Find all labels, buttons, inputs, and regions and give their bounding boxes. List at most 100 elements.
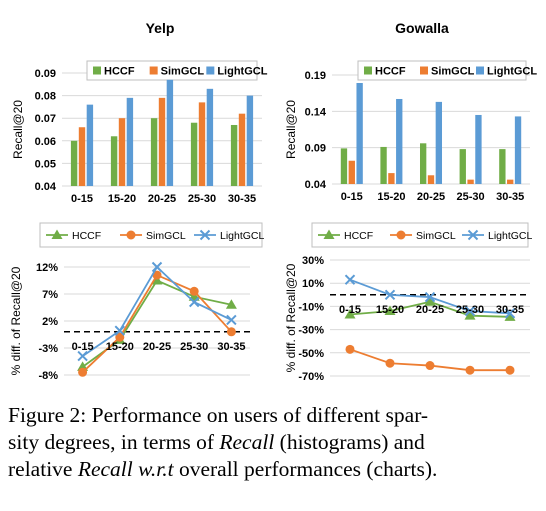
- legend-swatch: [93, 66, 101, 75]
- y-tick-label: 0.08: [35, 91, 56, 103]
- figure: Yelp 0.04 0.05 0.06 0.07 0.08 0.09 Recall@20 HCC…: [9, 20, 537, 383]
- point-SimGCL-20-25: [425, 361, 435, 371]
- x-tick-label: 15-20: [106, 341, 134, 353]
- point-HCCF-30-35: [225, 299, 237, 309]
- bar-HCCF-25-30: [459, 149, 466, 184]
- legend-marker: [126, 230, 136, 240]
- point-LightGCL-0-15: [344, 274, 356, 285]
- bar-LightGCL-25-30: [475, 114, 482, 184]
- bar-HCCF-0-15: [340, 148, 348, 184]
- bar-SimGCL-15-20: [388, 173, 395, 184]
- point-LightGCL-15-20: [384, 289, 396, 301]
- x-tick-label: 30-35: [228, 193, 256, 205]
- caption-line-1: Figure 2: Performance on users of differ…: [8, 403, 429, 427]
- point-SimGCL-30-35: [226, 327, 236, 337]
- bar-LightGCL-25-30: [206, 88, 214, 186]
- bar-HCCF-25-30: [190, 122, 198, 186]
- point-LightGCL-0-15: [77, 350, 88, 362]
- y-tick-label: -30%: [298, 325, 324, 337]
- x-tick-label: 0-15: [72, 341, 94, 353]
- y-tick-label: 0.05: [35, 158, 56, 170]
- series-line-SimGCL: [81, 273, 233, 373]
- y-tick-label: 30%: [302, 255, 324, 267]
- x-tick-label: 20-25: [416, 304, 444, 316]
- point-HCCF-25-30: [464, 310, 476, 320]
- legend-marker: [199, 229, 211, 241]
- x-tick-label: 15-20: [377, 191, 405, 203]
- y-tick-label: 0.09: [35, 68, 56, 80]
- point-SimGCL-25-30: [189, 286, 199, 296]
- legend-swatch: [364, 66, 372, 75]
- bar-SimGCL-15-20: [118, 118, 126, 186]
- x-tick-label: 0-15: [339, 304, 361, 316]
- y-tick-label: 0.04: [305, 179, 327, 191]
- legend-box: [357, 60, 527, 81]
- y-tick-label: 10%: [302, 278, 324, 290]
- bar-SimGCL-25-30: [467, 179, 474, 184]
- point-LightGCL-20-25: [151, 261, 163, 273]
- bar-LightGCL-15-20: [396, 98, 403, 184]
- legend-label: LightGCL: [488, 230, 533, 242]
- point-LightGCL-30-35: [226, 314, 237, 326]
- y-tick-label: 0.06: [35, 136, 56, 148]
- legend-label: LightGCL: [217, 66, 267, 78]
- series-line-HCCF: [82, 279, 232, 368]
- legend-marker: [323, 229, 335, 239]
- legend-swatch: [476, 66, 484, 75]
- y-tick-label: 0.19: [305, 70, 326, 82]
- legend-marker: [396, 230, 406, 240]
- y-axis-label: % diff. of Recall@20: [284, 263, 298, 372]
- legend: HCCF SimGCL LightGCL: [357, 60, 537, 81]
- legend-swatch: [206, 66, 215, 75]
- point-LightGCL-25-30: [188, 296, 200, 308]
- legend-swatch: [420, 66, 428, 75]
- bar-HCCF-30-35: [499, 149, 506, 184]
- bar-SimGCL-20-25: [427, 175, 435, 184]
- y-tick-label: -3%: [38, 343, 58, 355]
- point-LightGCL-20-25: [424, 291, 436, 303]
- bar-SimGCL-30-35: [238, 113, 246, 186]
- bar-HCCF-20-25: [150, 118, 158, 186]
- figure-caption: Figure 2: Performance on users of differ…: [8, 402, 540, 483]
- legend-box: [39, 222, 263, 248]
- x-tick-label: 25-30: [180, 341, 208, 353]
- x-tick-label: 25-30: [456, 304, 484, 316]
- y-axis-label: Recall@20: [11, 100, 25, 159]
- legend-marker: [51, 229, 63, 239]
- x-tick-label: 20-25: [417, 191, 445, 203]
- point-HCCF-20-25: [151, 275, 163, 285]
- legend-label: SimGCL: [146, 230, 186, 242]
- x-tick-label: 25-30: [188, 193, 216, 205]
- bar-LightGCL-0-15: [356, 82, 363, 184]
- y-tick-label: 0.07: [35, 113, 56, 125]
- point-SimGCL-20-25: [152, 270, 162, 280]
- bar-SimGCL-0-15: [348, 160, 355, 184]
- y-tick-label: 0.04: [35, 181, 57, 193]
- legend-label: HCCF: [375, 66, 406, 78]
- chart-3: -8% -3% 2% 7% 12% % diff. of Recall@20 HCCF Sim…: [9, 222, 265, 382]
- legend: HCCF SimGCL LightGCL: [86, 60, 268, 81]
- x-tick-label: 20-25: [148, 193, 176, 205]
- chart-title: Gowalla: [395, 20, 449, 36]
- caption-line-3: relative Recall w.r.t overall performanc…: [8, 457, 438, 481]
- bar-LightGCL-20-25: [435, 101, 443, 184]
- legend: HCCF SimGCL LightGCL: [39, 222, 265, 248]
- y-tick-label: 0.09: [305, 143, 326, 155]
- bar-HCCF-15-20: [380, 146, 387, 184]
- chart-title: Yelp: [146, 20, 175, 36]
- legend-label: HCCF: [72, 230, 101, 242]
- x-tick-label: 15-20: [108, 193, 136, 205]
- y-tick-label: -10%: [298, 301, 324, 313]
- x-tick-label: 15-20: [376, 304, 404, 316]
- legend-label: HCCF: [344, 230, 373, 242]
- y-tick-label: 12%: [36, 262, 58, 274]
- x-tick-label: 20-25: [143, 341, 171, 353]
- bar-LightGCL-20-25: [166, 79, 174, 186]
- point-SimGCL-0-15: [78, 367, 88, 377]
- bar-SimGCL-25-30: [198, 102, 206, 186]
- point-SimGCL-15-20: [385, 358, 395, 368]
- y-tick-label: 0.14: [305, 106, 327, 118]
- point-LightGCL-15-20: [114, 325, 126, 336]
- x-tick-label: 0-15: [341, 191, 363, 203]
- y-axis-label: % diff. of Recall@20: [9, 266, 23, 375]
